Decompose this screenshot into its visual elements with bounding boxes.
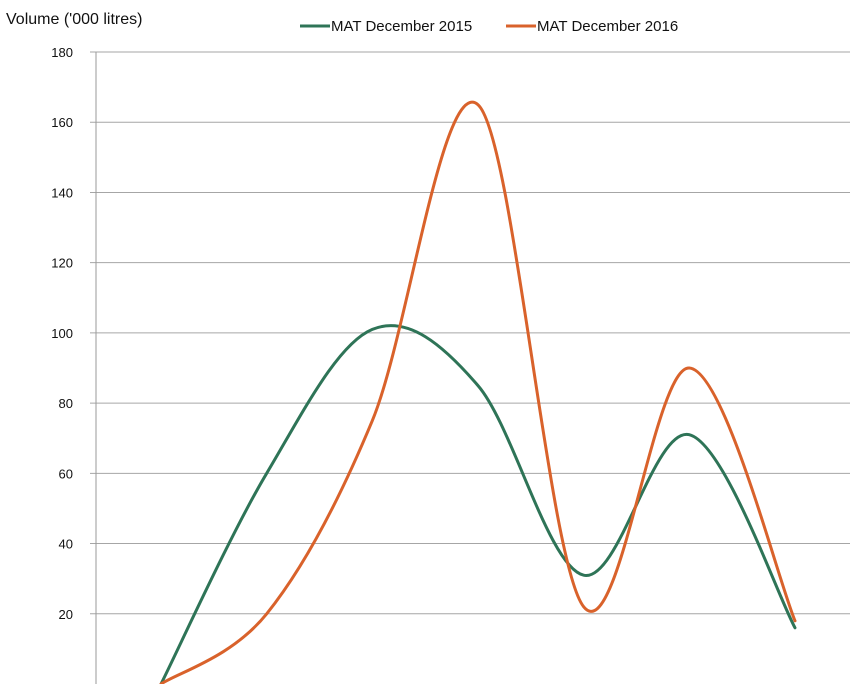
series-line-mat-2016 <box>159 100 797 684</box>
series-line-mat-2015 <box>159 324 797 684</box>
y-tick-label: 100 <box>51 326 73 341</box>
y-tick-label: 160 <box>51 115 73 130</box>
y-tick-label: 180 <box>51 45 73 60</box>
y-tick-label: 20 <box>59 607 73 622</box>
y-tick-label: 60 <box>59 466 73 481</box>
series-lines <box>159 100 797 684</box>
legend-label-mat-2015: MAT December 2015 <box>331 18 472 35</box>
y-axis-title: Volume ('000 litres) <box>6 11 142 28</box>
gridlines <box>90 51 850 615</box>
y-tick-label: 140 <box>51 185 73 200</box>
legend: MAT December 2015 MAT December 2016 <box>300 18 678 35</box>
y-tick-label: 80 <box>59 396 73 411</box>
y-tick-label: 120 <box>51 256 73 271</box>
y-tick-labels: 20 40 60 80 100 120 140 160 180 <box>51 45 73 622</box>
y-tick-label: 40 <box>59 537 73 552</box>
legend-label-mat-2016: MAT December 2016 <box>537 18 678 35</box>
